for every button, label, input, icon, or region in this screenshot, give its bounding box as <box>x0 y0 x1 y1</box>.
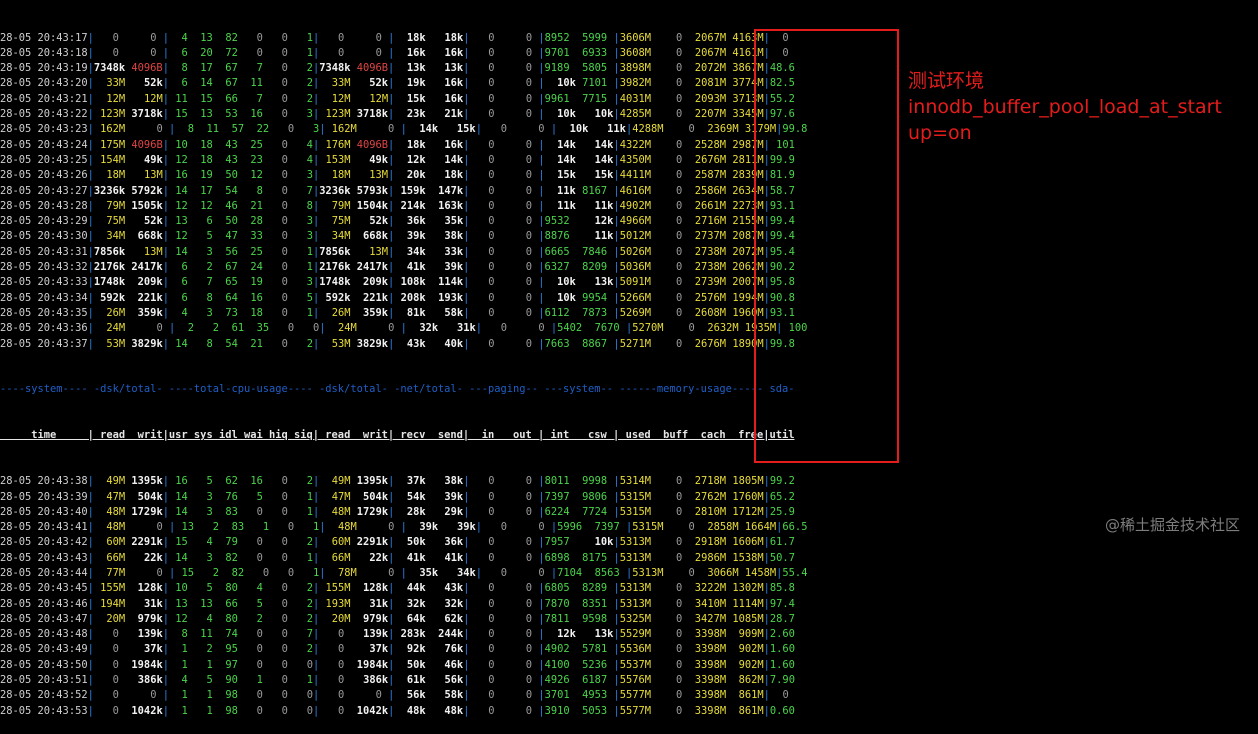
dstat-row: 28-05 20:43:49| 0 37k| 1 2 95 0 0 2| 0 3… <box>0 643 795 656</box>
dstat-row: 28-05 20:43:39| 47M 504k| 14 3 76 5 0 1|… <box>0 490 795 503</box>
dstat-row: 28-05 20:43:26| 18M 13M| 16 19 50 12 0 3… <box>0 169 795 182</box>
dstat-row: 28-05 20:43:52| 0 0 | 1 1 98 0 0 0| 0 0 … <box>0 689 789 702</box>
column-header: time | read writ|usr sys idl wai hiq siq… <box>0 429 795 442</box>
dstat-row: 28-05 20:43:48| 0 139k| 8 11 74 0 0 7| 0… <box>0 628 795 641</box>
dstat-row: 28-05 20:43:35| 26M 359k| 4 3 73 18 0 1|… <box>0 306 795 319</box>
dstat-row: 28-05 20:43:32|2176k 2417k| 6 2 67 24 0 … <box>0 261 795 274</box>
dstat-row: 28-05 20:43:23| 162M 0 | 8 11 57 22 0 3|… <box>0 123 808 136</box>
dstat-bottom-rows: 28-05 20:43:38| 49M 1395k| 16 5 62 16 0 … <box>0 474 807 719</box>
annotation-label: 测试环境 innodb_buffer_pool_load_at_start up… <box>908 70 1222 144</box>
dstat-row: 28-05 20:43:51| 0 386k| 4 5 90 1 0 1| 0 … <box>0 674 795 687</box>
dstat-row: 28-05 20:43:46| 194M 31k| 13 13 66 5 0 2… <box>0 597 795 610</box>
dstat-row: 28-05 20:43:40| 48M 1729k| 14 3 83 0 0 1… <box>0 505 795 518</box>
watermark: @稀土掘金技术社区 <box>1104 516 1240 534</box>
dstat-row: 28-05 20:43:37| 53M 3829k| 14 8 54 21 0 … <box>0 337 795 350</box>
dstat-row: 28-05 20:43:34| 592k 221k| 6 8 64 16 0 5… <box>0 291 795 304</box>
dstat-row: 28-05 20:43:28| 79M 1505k| 12 12 46 21 0… <box>0 199 795 212</box>
dstat-row: 28-05 20:43:25| 154M 49k| 12 18 43 23 0 … <box>0 153 795 166</box>
dstat-row: 28-05 20:43:33|1748k 209k| 6 7 65 19 0 3… <box>0 276 795 289</box>
dstat-row: 28-05 20:43:21| 12M 12M| 11 15 66 7 0 2|… <box>0 92 795 105</box>
dstat-row: 28-05 20:43:30| 34M 668k| 12 5 47 33 0 3… <box>0 230 795 243</box>
dstat-row: 28-05 20:43:31|7856k 13M| 14 3 56 25 0 1… <box>0 245 795 258</box>
dstat-row: 28-05 20:43:19|7348k 4096B| 8 17 67 7 0 … <box>0 62 795 75</box>
dstat-row: 28-05 20:43:20| 33M 52k| 6 14 67 11 0 2|… <box>0 77 795 90</box>
dstat-row: 28-05 20:43:29| 75M 52k| 13 6 50 28 0 3|… <box>0 215 795 228</box>
dstat-row: 28-05 20:43:50| 0 1984k| 1 1 97 0 0 0| 0… <box>0 658 795 671</box>
dstat-row: 28-05 20:43:17| 0 0 | 4 13 82 0 0 1| 0 0… <box>0 31 789 44</box>
dstat-row: 28-05 20:43:22| 123M 3718k| 15 13 53 16 … <box>0 108 795 121</box>
dstat-terminal-output: 28-05 20:43:17| 0 0 | 4 13 82 0 0 1| 0 0… <box>0 31 807 719</box>
dstat-row: 28-05 20:43:18| 0 0 | 6 20 72 0 0 1| 0 0… <box>0 46 789 59</box>
dstat-row: 28-05 20:43:44| 77M 0 | 15 2 82 0 0 1| 7… <box>0 566 808 579</box>
section-header: ----system---- -dsk/total- ----total-cpu… <box>0 383 795 396</box>
dstat-row: 28-05 20:43:45| 155M 128k| 10 5 80 4 0 2… <box>0 582 795 595</box>
dstat-row: 28-05 20:43:42| 60M 2291k| 15 4 79 0 0 2… <box>0 536 795 549</box>
dstat-row: 28-05 20:43:36| 24M 0 | 2 2 61 35 0 0| 2… <box>0 322 808 335</box>
dstat-row: 28-05 20:43:53| 0 1042k| 1 1 98 0 0 0| 0… <box>0 704 795 717</box>
dstat-row: 28-05 20:43:27|3236k 5792k| 14 17 54 8 0… <box>0 184 795 197</box>
dstat-row: 28-05 20:43:43| 66M 22k| 14 3 82 0 0 1| … <box>0 551 795 564</box>
dstat-row: 28-05 20:43:41| 48M 0 | 13 2 83 1 0 1| 4… <box>0 521 808 534</box>
dstat-row: 28-05 20:43:38| 49M 1395k| 16 5 62 16 0 … <box>0 475 795 488</box>
dstat-row: 28-05 20:43:24| 175M 4096B| 10 18 43 25 … <box>0 138 795 151</box>
dstat-row: 28-05 20:43:47| 20M 979k| 12 4 80 2 0 2|… <box>0 612 795 625</box>
dstat-top-rows: 28-05 20:43:17| 0 0 | 4 13 82 0 0 1| 0 0… <box>0 31 807 352</box>
